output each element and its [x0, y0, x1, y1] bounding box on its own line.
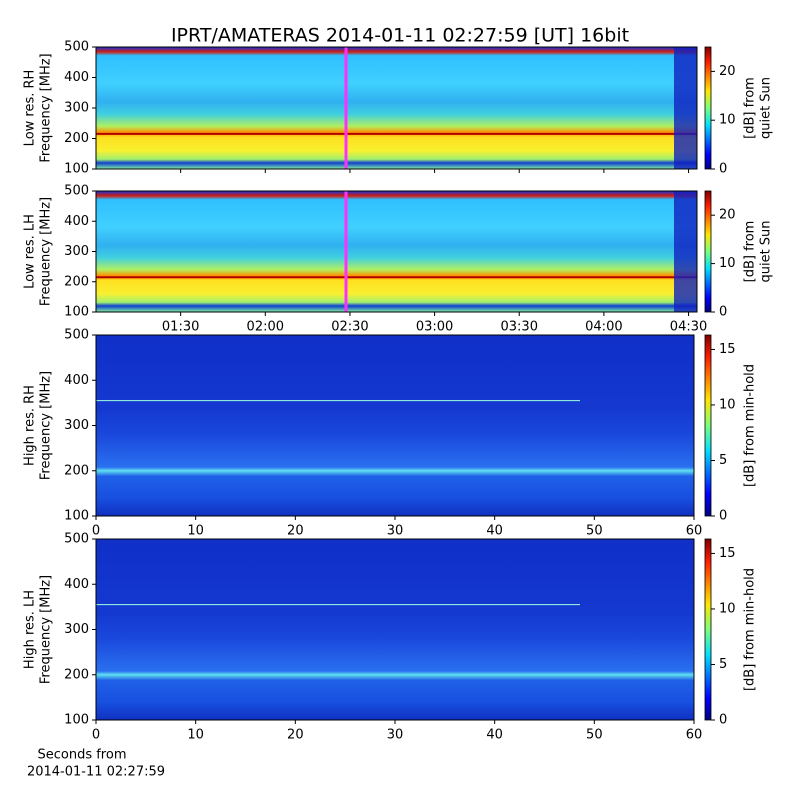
y-axis-label: Frequency [MHz] [39, 575, 54, 684]
x-tick-label: 04:00 [585, 320, 622, 335]
colorbar [704, 538, 712, 721]
y-tick-label: 400 [64, 373, 89, 388]
colorbar-tick-label: 0 [719, 305, 727, 320]
y-tick-label: 200 [64, 131, 89, 146]
colorbar-tick-label: 10 [719, 397, 736, 412]
colorbar-tick-label: 0 [719, 509, 727, 524]
colorbar-tick-label: 15 [719, 342, 736, 357]
x-tick-label: 02:00 [247, 320, 284, 335]
colorbar-tick-label: 10 [719, 601, 736, 616]
colorbar-tick-label: 0 [719, 713, 727, 728]
spectrogram [96, 47, 697, 169]
y-tick-label: 100 [64, 509, 89, 524]
x-tick-label: 30 [387, 524, 404, 539]
x-tick-label: 10 [187, 728, 204, 743]
y-tick-label: 500 [64, 184, 89, 199]
colorbar [704, 190, 712, 313]
y-tick-label: 400 [64, 577, 89, 592]
colorbar-tick-label: 20 [719, 64, 736, 79]
y-axis-label: Frequency [MHz] [39, 53, 54, 162]
x-tick-label: 02:30 [331, 320, 368, 335]
y-axis-label: High res. RH [23, 385, 38, 466]
x-axis-label: 2014-01-11 02:27:59 [27, 765, 165, 780]
x-axis-label: Seconds from [37, 748, 126, 763]
colorbar-label: [dB] from min-hold [743, 364, 758, 487]
x-tick-label: 10 [187, 524, 204, 539]
colorbar-label: [dB] from [743, 77, 758, 139]
y-axis-label: Low res. RH [23, 70, 38, 147]
colorbar-label: [dB] from min-hold [743, 568, 758, 691]
colorbar-label: quiet Sun [759, 220, 774, 282]
colorbar-tick-label: 10 [719, 113, 736, 128]
colorbar-tick-label: 5 [719, 657, 727, 672]
x-tick-label: 40 [486, 524, 503, 539]
gap [674, 47, 697, 169]
y-tick-label: 100 [64, 305, 89, 320]
x-tick-label: 04:30 [670, 320, 707, 335]
gap [674, 191, 697, 312]
y-tick-label: 200 [64, 463, 89, 478]
colorbar-tick-label: 20 [719, 208, 736, 223]
spectrogram [96, 335, 694, 516]
x-tick-label: 0 [92, 524, 100, 539]
colorbar-label: quiet Sun [759, 77, 774, 139]
y-tick-label: 500 [64, 40, 89, 55]
colorbar-tick-label: 5 [719, 453, 727, 468]
y-tick-label: 200 [64, 274, 89, 289]
x-tick-label: 0 [92, 728, 100, 743]
colorbar-tick-label: 15 [719, 546, 736, 561]
y-tick-label: 400 [64, 214, 89, 229]
y-tick-label: 500 [64, 532, 89, 547]
y-tick-label: 300 [64, 244, 89, 259]
y-tick-label: 300 [64, 622, 89, 637]
y-tick-label: 500 [64, 328, 89, 343]
x-tick-label: 03:00 [416, 320, 453, 335]
x-tick-label: 60 [686, 728, 703, 743]
colorbar-label: [dB] from [743, 221, 758, 283]
y-axis-label: High res. LH [23, 590, 38, 669]
x-tick-label: 01:30 [162, 320, 199, 335]
x-tick-label: 40 [486, 728, 503, 743]
x-tick-label: 03:30 [501, 320, 538, 335]
colorbar [704, 46, 712, 170]
chart-title: IPRT/AMATERAS 2014-01-11 02:27:59 [UT] 1… [171, 25, 629, 47]
spectrogram [96, 191, 697, 312]
colorbar-tick-label: 10 [719, 256, 736, 271]
y-tick-label: 300 [64, 101, 89, 116]
y-tick-label: 100 [64, 162, 89, 177]
y-tick-label: 400 [64, 70, 89, 85]
y-tick-label: 100 [64, 713, 89, 728]
x-tick-label: 60 [686, 524, 703, 539]
x-tick-label: 30 [387, 728, 404, 743]
y-axis-label: Frequency [MHz] [39, 371, 54, 480]
colorbar-tick-label: 0 [719, 162, 727, 177]
x-tick-label: 20 [287, 728, 304, 743]
y-axis-label: Frequency [MHz] [39, 197, 54, 306]
spectrogram [96, 539, 694, 720]
y-axis-label: Low res. LH [23, 214, 38, 289]
y-tick-label: 300 [64, 418, 89, 433]
y-tick-label: 200 [64, 667, 89, 682]
colorbar [704, 334, 712, 517]
x-tick-label: 20 [287, 524, 304, 539]
x-tick-label: 50 [586, 524, 603, 539]
x-tick-label: 50 [586, 728, 603, 743]
